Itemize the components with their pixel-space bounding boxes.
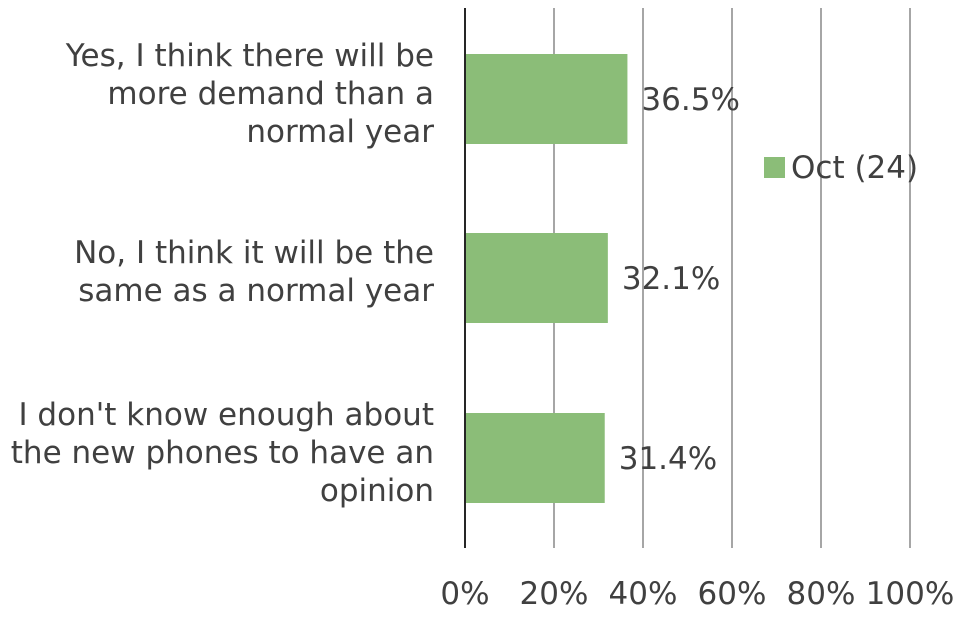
category-label-line: same as a normal year xyxy=(78,273,434,309)
category-label-line: opinion xyxy=(319,473,434,509)
category-label: Yes, I think there will be more demand th… xyxy=(0,37,434,151)
x-tick-label: 60% xyxy=(698,576,767,612)
x-tick-label: 80% xyxy=(787,576,856,612)
bar xyxy=(465,233,608,323)
category-label-line: No, I think it will be the xyxy=(74,235,434,271)
category-label-line: I don't know enough about xyxy=(18,397,434,433)
legend-label: Oct (24) xyxy=(791,150,918,186)
x-tick-label: 20% xyxy=(520,576,589,612)
x-tick-label: 0% xyxy=(440,576,489,612)
category-label: I don't know enough about the new phones … xyxy=(0,396,434,510)
data-label: 32.1% xyxy=(622,261,720,297)
category-label-line: more demand than a xyxy=(107,76,434,112)
bar xyxy=(465,413,605,503)
category-label: No, I think it will be the same as a norm… xyxy=(0,234,434,310)
category-label-line: normal year xyxy=(246,114,434,150)
data-label: 31.4% xyxy=(619,441,717,477)
category-label-line: the new phones to have an xyxy=(10,435,434,471)
legend-swatch xyxy=(764,157,785,178)
x-tick-label: 100% xyxy=(866,576,955,612)
bar xyxy=(465,54,628,144)
category-label-line: Yes, I think there will be xyxy=(65,38,434,74)
data-label: 36.5% xyxy=(641,82,739,118)
x-tick-label: 40% xyxy=(609,576,678,612)
